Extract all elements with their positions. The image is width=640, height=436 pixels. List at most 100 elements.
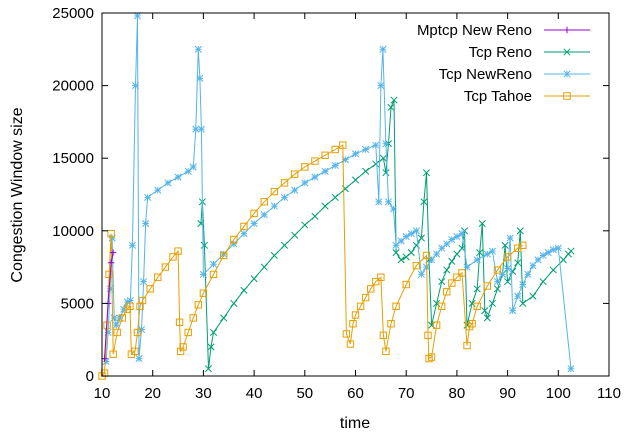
y-axis-ticks: 0 5000 10000 15000 20000 25000 <box>52 5 609 385</box>
data-point-tcp-reno <box>559 256 567 264</box>
data-point-mptcp-new-reno <box>109 249 117 256</box>
data-point-tcp-tahoe <box>424 331 432 340</box>
legend-label: Tcp Tahoe <box>464 88 532 105</box>
legend-marker <box>563 70 571 78</box>
data-point-tcp-newreno <box>417 270 425 278</box>
data-point-tcp-reno <box>240 286 248 294</box>
data-point-tcp-tahoe <box>422 251 431 260</box>
data-point-tcp-newreno <box>131 82 140 90</box>
data-point-tcp-newreno <box>260 211 268 219</box>
y-tick-label: 25000 <box>52 5 94 22</box>
x-tick-label: 110 <box>597 385 621 402</box>
data-point-tcp-reno <box>397 256 405 264</box>
data-point-tcp-newreno <box>377 82 385 90</box>
data-point-tcp-tahoe <box>349 320 357 328</box>
data-point-tcp-tahoe <box>351 311 360 319</box>
legend-marker <box>563 92 571 100</box>
data-point-tcp-newreno <box>133 12 142 20</box>
data-point-tcp-tahoe <box>311 157 319 165</box>
data-point-tcp-newreno <box>230 240 238 248</box>
data-point-mptcp-new-reno <box>107 259 115 266</box>
x-axis-ticks: 10 20 30 40 50 60 70 80 90 100 110 <box>94 13 621 402</box>
x-tick-label: 90 <box>499 385 516 402</box>
data-point-tcp-newreno <box>382 140 390 148</box>
data-point-tcp-reno <box>417 234 425 242</box>
data-point-tcp-newreno <box>154 186 162 194</box>
data-point-tcp-newreno <box>110 314 118 322</box>
data-point-tcp-tahoe <box>379 331 388 340</box>
data-point-tcp-tahoe <box>402 280 410 289</box>
data-point-tcp-tahoe <box>184 328 192 337</box>
data-point-tcp-tahoe <box>107 230 115 238</box>
data-point-tcp-tahoe <box>118 314 126 322</box>
data-point-tcp-newreno <box>384 198 393 206</box>
data-point-tcp-tahoe <box>463 341 471 350</box>
data-point-tcp-tahoe <box>290 170 299 178</box>
data-point-tcp-tahoe <box>392 302 400 311</box>
data-point-tcp-reno <box>390 96 398 104</box>
data-point-tcp-tahoe <box>136 302 144 311</box>
data-point-tcp-newreno <box>549 246 557 254</box>
data-point-tcp-newreno <box>375 198 383 206</box>
x-tick-label: 100 <box>546 385 571 402</box>
data-point-tcp-tahoe <box>367 285 375 293</box>
data-point-tcp-reno <box>519 299 527 307</box>
data-point-tcp-reno <box>481 307 489 315</box>
data-point-tcp-tahoe <box>339 141 347 149</box>
data-point-tcp-newreno <box>164 179 172 187</box>
data-point-tcp-reno <box>476 249 484 257</box>
data-point-tcp-tahoe <box>230 235 238 244</box>
data-point-tcp-reno <box>488 299 496 307</box>
data-point-tcp-reno <box>402 253 410 261</box>
data-point-tcp-reno <box>207 343 215 351</box>
data-point-tcp-tahoe <box>412 261 421 270</box>
data-point-tcp-reno <box>504 278 512 286</box>
data-point-tcp-tahoe <box>175 318 184 326</box>
data-point-tcp-newreno <box>189 163 197 171</box>
data-point-tcp-tahoe <box>189 314 197 322</box>
legend: Mptcp New Reno Tcp Reno Tcp NewReno Tcp Tah… <box>417 22 590 105</box>
data-point-tcp-tahoe <box>133 328 142 337</box>
data-point-tcp-newreno <box>392 241 400 249</box>
data-point-tcp-tahoe <box>443 288 451 296</box>
data-point-tcp-reno <box>493 285 502 293</box>
y-tick-label: 15000 <box>52 150 94 167</box>
data-point-tcp-newreno <box>199 270 207 278</box>
data-point-tcp-tahoe <box>342 330 351 338</box>
data-point-tcp-newreno <box>197 125 205 133</box>
data-point-tcp-newreno <box>112 321 120 329</box>
data-point-tcp-tahoe <box>219 251 228 260</box>
data-point-tcp-tahoe <box>260 198 268 206</box>
series-layer <box>98 12 575 380</box>
data-point-tcp-reno <box>311 212 319 220</box>
data-point-tcp-reno <box>516 227 524 235</box>
data-point-tcp-newreno <box>458 230 466 238</box>
data-point-tcp-tahoe <box>483 282 492 290</box>
data-point-tcp-newreno <box>362 145 370 154</box>
data-point-tcp-newreno <box>331 161 339 170</box>
data-point-tcp-newreno <box>142 219 150 228</box>
data-point-tcp-newreno <box>389 205 398 213</box>
data-point-tcp-newreno <box>128 241 136 249</box>
data-point-tcp-newreno <box>301 179 309 187</box>
data-point-tcp-newreno <box>397 237 405 245</box>
data-point-tcp-tahoe <box>250 209 258 218</box>
data-point-tcp-tahoe <box>138 296 147 305</box>
data-point-tcp-tahoe <box>361 293 370 302</box>
data-point-tcp-tahoe <box>270 187 279 196</box>
data-point-tcp-reno <box>483 314 491 322</box>
data-point-tcp-tahoe <box>179 343 187 351</box>
series-tcp-reno <box>197 96 575 373</box>
data-point-tcp-newreno <box>250 219 258 228</box>
y-tick-label: 20000 <box>52 78 94 95</box>
data-point-tcp-tahoe <box>161 263 170 271</box>
data-point-tcp-reno <box>270 251 278 260</box>
data-point-tcp-reno <box>230 299 238 307</box>
data-point-tcp-newreno <box>140 278 148 286</box>
data-point-tcp-newreno <box>514 292 522 300</box>
data-point-tcp-reno <box>420 198 428 206</box>
data-point-tcp-reno <box>280 241 289 249</box>
data-point-tcp-tahoe <box>105 270 113 279</box>
data-point-tcp-tahoe <box>377 273 385 281</box>
data-point-tcp-reno <box>301 221 309 229</box>
